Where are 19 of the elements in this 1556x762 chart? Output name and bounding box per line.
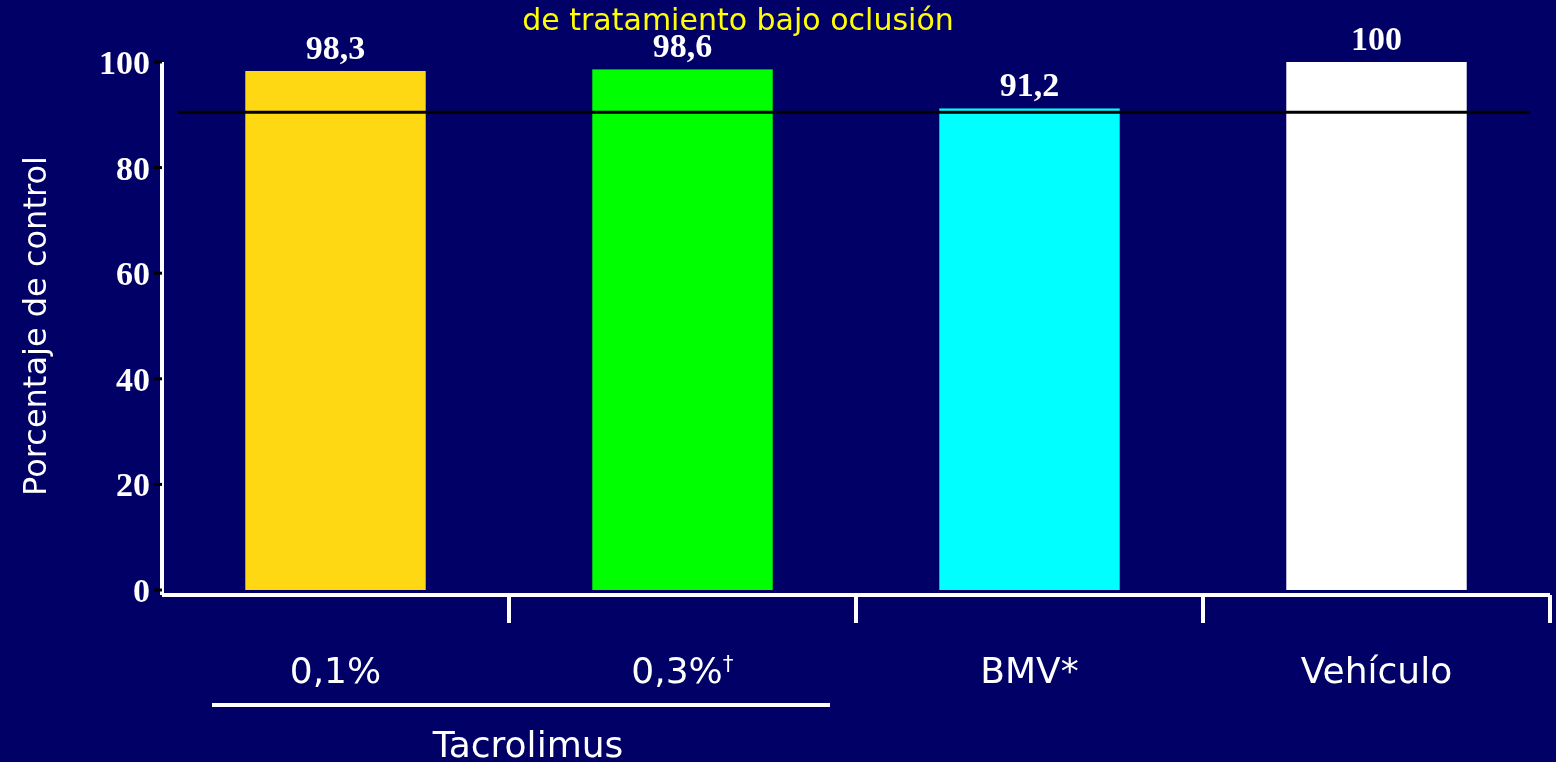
y-axis-title: Porcentaje de control: [16, 156, 54, 496]
bar: [1286, 62, 1467, 590]
y-tick-label: 40: [116, 360, 150, 398]
y-tick-label: 80: [116, 149, 150, 187]
x-tick-label: BMV*: [980, 650, 1079, 691]
data-label: 98,3: [305, 28, 366, 66]
y-tick-label: 100: [99, 43, 150, 81]
bar: [592, 69, 773, 590]
bar: [939, 108, 1120, 590]
text: Tacrolimus: [431, 724, 624, 762]
data-label: 91,2: [999, 66, 1060, 104]
x-tick-label: 0,3%$^{†}$: [631, 650, 734, 691]
y-tick-label: 20: [116, 466, 150, 504]
data-label: 100: [1351, 20, 1402, 57]
x-tick-label: 0,1%: [289, 650, 382, 691]
bar: [245, 70, 426, 590]
y-tick-label: 60: [116, 255, 150, 293]
y-tick-label: 0: [133, 571, 150, 609]
x-tick-label: Vehículo: [1300, 650, 1453, 691]
